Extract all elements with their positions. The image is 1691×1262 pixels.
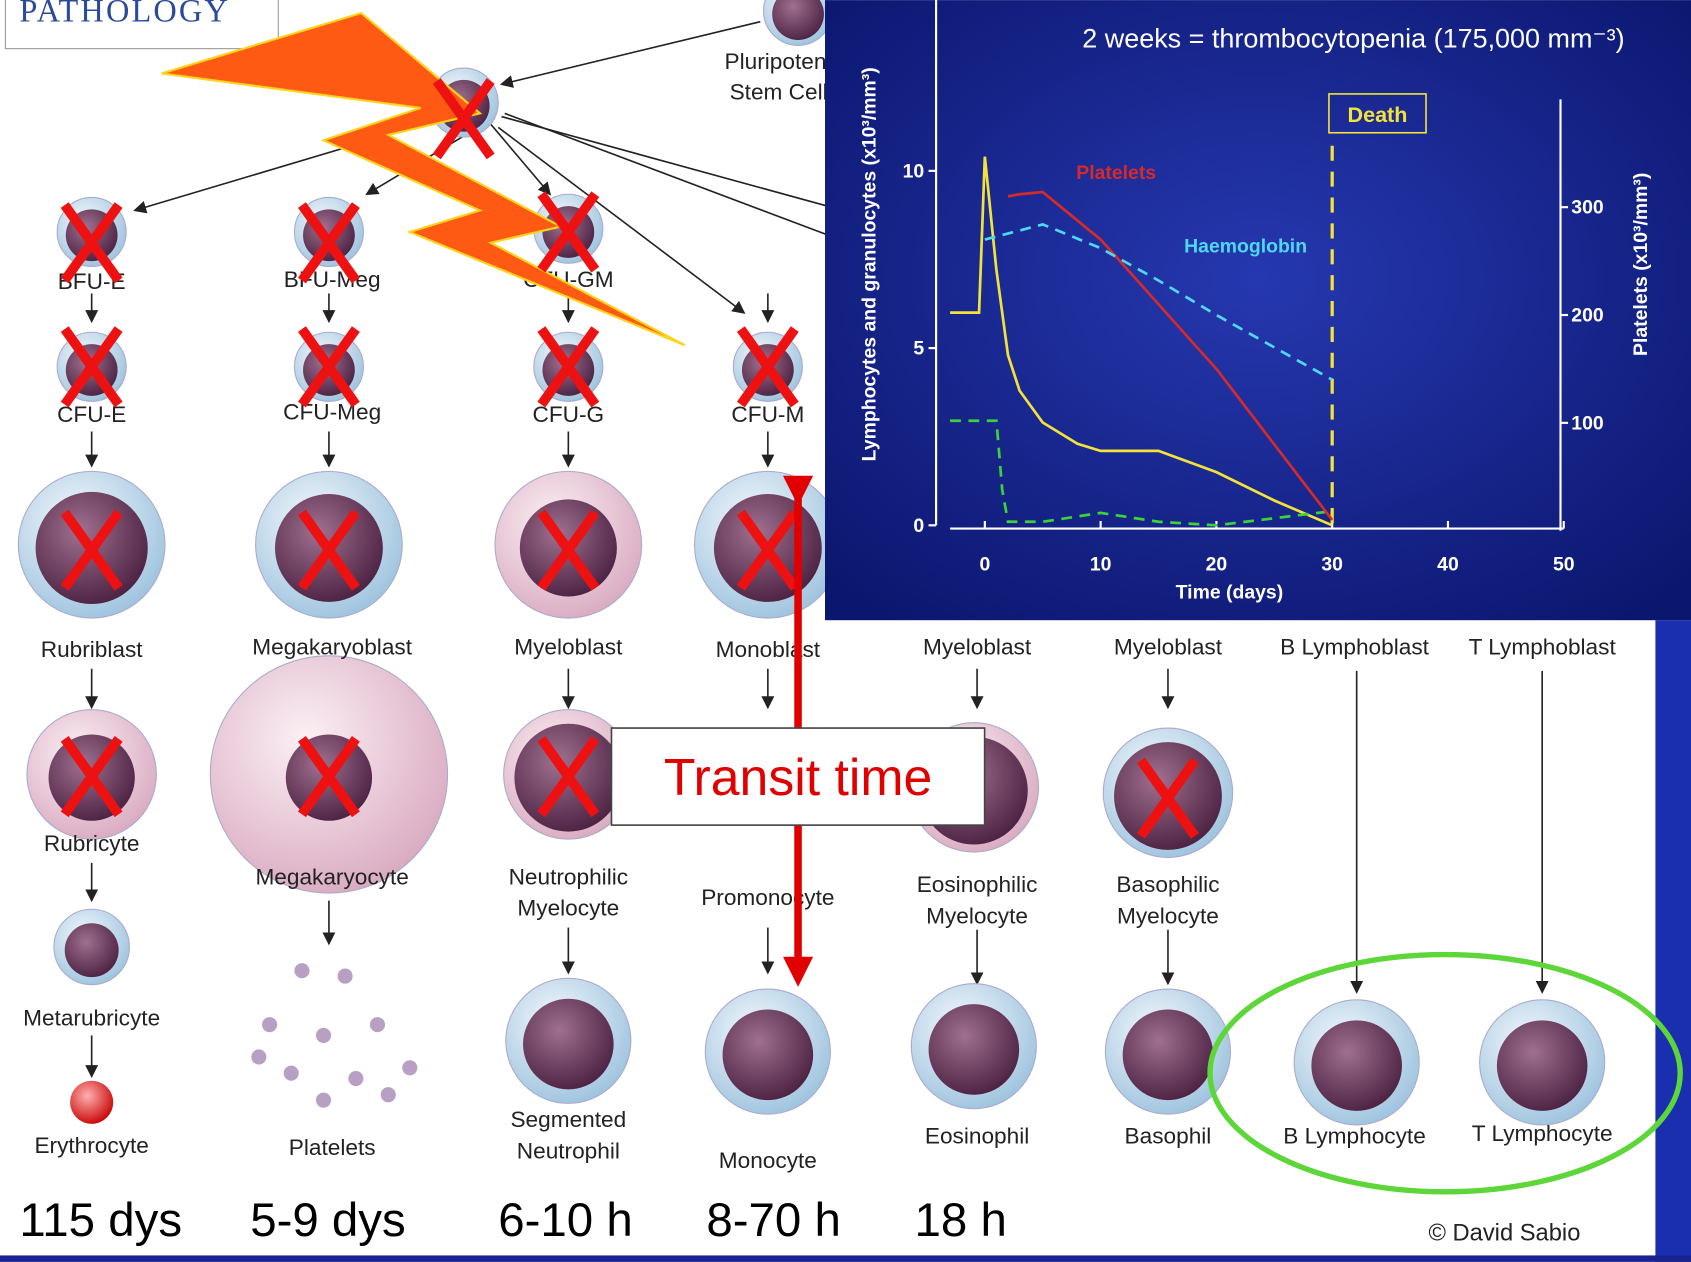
series-label: Haemoglobin [1184,235,1307,257]
label: Metarubricyte [23,1006,160,1031]
label: T Lymphoblast [1469,635,1617,660]
label: Myelocyte [1117,903,1219,928]
label: Myeloblast [923,635,1032,660]
label: Myelocyte [517,896,619,921]
label: Promonocyte [701,885,834,910]
chart-title: 2 weeks = thrombocytopenia (175,000 mm⁻³… [1082,24,1624,54]
x-tick-label: 20 [1206,554,1228,576]
label: Neutrophil [517,1138,620,1163]
label: Eosinophilic [917,872,1038,897]
platelet [370,1017,385,1032]
nucleus [1497,1020,1588,1111]
erythrocyte [70,1081,113,1124]
nucleus [523,999,614,1090]
label: T Lymphocyte [1472,1121,1613,1146]
lymphocyte-circle [1210,955,1680,1192]
transit-label: Transit time [664,748,932,806]
transit-time: 115 dys [19,1194,182,1247]
label: Eosinophil [925,1123,1029,1148]
platelet [348,1071,363,1086]
platelet [316,1093,331,1108]
nucleus [1123,1010,1214,1101]
side-band [1655,620,1691,1262]
nucleus [1311,1020,1402,1111]
death-label: Death [1348,102,1408,127]
y2-tick-label: 200 [1571,304,1603,326]
label: Pluripotent [725,49,834,74]
label: Myeloblast [1114,635,1223,660]
x-tick-label: 40 [1437,554,1459,576]
y2-axis-title: Platelets (x10³/mm³) [1630,173,1652,356]
y-tick-label: 10 [903,160,925,182]
nucleus [929,1004,1020,1095]
inset-chart: 2 weeks = thrombocytopenia (175,000 mm⁻³… [825,0,1691,620]
arrow [501,22,760,85]
label: Monoblast [716,637,821,662]
label: BFU-Meg [284,267,381,292]
transit-time: 8-70 h [706,1194,841,1247]
platelet [381,1087,396,1102]
x-tick-label: 10 [1090,554,1112,576]
y-tick-label: 0 [913,515,924,537]
transit-time: 5-9 dys [250,1194,406,1247]
platelet [262,1017,277,1032]
label: Megakaryoblast [252,635,412,660]
label: Segmented [510,1107,626,1132]
label: B Lymphocyte [1283,1123,1426,1148]
y-axis-title: Lymphocytes and granulocytes (x10³/mm³) [859,67,881,461]
platelet [251,1049,266,1064]
label: Rubricyte [44,831,140,856]
label: Basophil [1125,1123,1212,1148]
nucleus [65,923,119,977]
label: Basophilic [1116,872,1219,897]
label: Stem Cell [730,79,828,104]
x-tick-label: 50 [1553,554,1575,576]
platelet [338,969,353,984]
label: Myelocyte [926,903,1028,928]
x-tick-label: 0 [979,554,990,576]
logo: PATHOLOGY [19,0,230,29]
transit-time: 18 h [915,1194,1007,1247]
label: Neutrophilic [509,864,628,889]
label: Monocyte [719,1148,817,1173]
platelet [402,1060,417,1075]
label: Myeloblast [514,635,623,660]
label: Megakaryocyte [255,864,408,889]
label: Platelets [289,1135,376,1160]
transit-time: 6-10 h [498,1194,633,1247]
series-label: Platelets [1076,162,1156,184]
bottom-band [0,1255,1691,1261]
copyright: © David Sabio [1428,1220,1580,1246]
x-tick-label: 30 [1321,554,1343,576]
platelet [294,963,309,978]
y2-tick-label: 300 [1571,197,1603,219]
platelet [316,1028,331,1043]
y-tick-label: 15 [903,0,925,5]
label: Erythrocyte [34,1133,148,1158]
label: Rubriblast [41,637,144,662]
label: CFU-Meg [283,400,381,425]
nucleus [723,1010,814,1101]
transit-times: 115 dys 5-9 dys 6-10 h 8-70 h 18 h [19,1194,1006,1247]
y2-tick-label: 100 [1571,412,1603,434]
x-axis-title: Time (days) [1176,582,1284,604]
slide: PATHOLOGY Pluripotent Stem Cell BFU-E BF… [0,0,1691,1262]
label: B Lymphoblast [1280,635,1430,660]
platelet [284,1066,299,1081]
y-tick-label: 5 [913,338,924,360]
